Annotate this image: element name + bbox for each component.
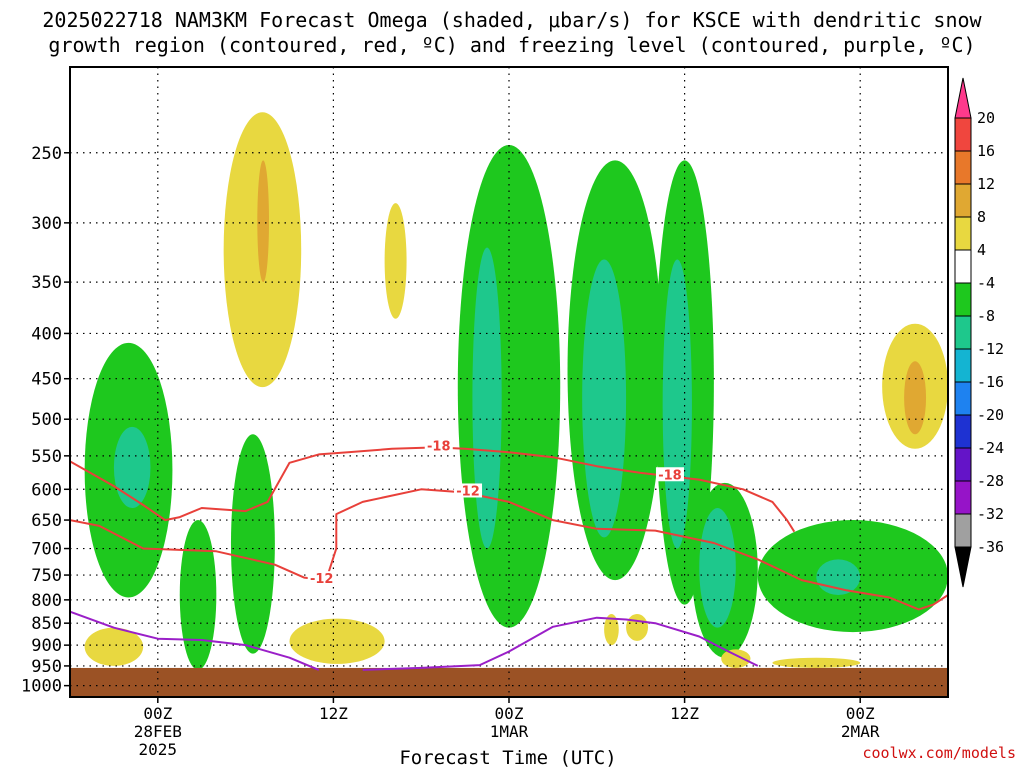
colorbar-label: -36 — [977, 538, 1004, 556]
colorbar-swatch — [954, 315, 972, 350]
colorbar-swatch — [954, 381, 972, 416]
omega-region — [230, 434, 275, 654]
y-tick-label: 400 — [31, 324, 62, 344]
omega-region — [604, 614, 619, 646]
y-axis-ticks: 2503003504004505005506006507007508008509… — [21, 144, 70, 697]
contour-label: -18 — [427, 439, 451, 454]
colorbar-swatch — [954, 414, 972, 449]
omega-region — [816, 559, 861, 596]
omega-region — [582, 259, 627, 538]
colorbar-label: -24 — [977, 439, 1004, 457]
y-tick-label: 950 — [31, 657, 62, 677]
x-tick-label: 2025 — [139, 740, 178, 759]
credit-text: coolwx.com/models — [862, 744, 1016, 762]
contour-layer: -18 -18 -12 -12 — [70, 438, 948, 671]
y-tick-label: 700 — [31, 540, 62, 560]
x-tick-label: 00Z — [495, 704, 524, 723]
x-tick-label: 12Z — [319, 704, 348, 723]
omega-region — [113, 426, 151, 509]
contour-label-bg — [424, 438, 453, 453]
colorbar-label: 8 — [977, 208, 986, 226]
y-tick-label: 750 — [31, 566, 62, 586]
contour-label: -12 — [456, 484, 480, 499]
omega-region — [179, 520, 217, 670]
chart-title-line-2: growth region (contoured, red, ºC) and f… — [48, 33, 975, 57]
y-tick-label: 600 — [31, 480, 62, 500]
colorbar-label: 20 — [977, 109, 995, 127]
y-tick-label: 800 — [31, 591, 62, 611]
colorbar-label: -8 — [977, 307, 995, 325]
grid-layer — [70, 67, 948, 697]
colorbar: 20 16 12 8 4 -4 -8 -12 -16 -20 -24 -28 -32 -36 — [954, 77, 1004, 588]
x-tick-label: 28FEB — [134, 722, 182, 741]
omega-region — [289, 618, 385, 664]
contour-label-bg — [307, 571, 336, 586]
colorbar-label: -32 — [977, 505, 1004, 523]
y-tick-label: 450 — [31, 370, 62, 390]
x-axis-label: Forecast Time (UTC) — [399, 747, 616, 768]
omega-region — [904, 361, 927, 435]
colorbar-label: 12 — [977, 175, 995, 193]
contour-label: -12 — [310, 572, 334, 587]
colorbar-top-arrow — [954, 77, 972, 119]
y-tick-label: 550 — [31, 447, 62, 467]
dgz-contour-minus12 — [70, 488, 948, 611]
colorbar-bottom-arrow — [954, 546, 972, 588]
colorbar-swatch — [954, 447, 972, 482]
colorbar-label: -4 — [977, 274, 995, 292]
y-tick-label: 650 — [31, 511, 62, 531]
omega-region — [699, 508, 736, 628]
dgz-contour-minus18 — [70, 446, 796, 533]
colorbar-label: -28 — [977, 472, 1004, 490]
colorbar-swatch — [954, 348, 972, 383]
y-tick-label: 350 — [31, 273, 62, 293]
x-tick-label: 12Z — [670, 704, 699, 723]
y-tick-label: 250 — [31, 144, 62, 164]
colorbar-label: 16 — [977, 142, 995, 160]
x-tick-label: 00Z — [143, 704, 172, 723]
omega-region — [257, 160, 270, 283]
contour-label-bg — [655, 467, 684, 482]
x-tick-label: 2MAR — [841, 722, 880, 741]
colorbar-label: -16 — [977, 373, 1004, 391]
colorbar-swatch — [954, 282, 972, 317]
contour-label-bg — [454, 483, 483, 498]
y-tick-label: 900 — [31, 636, 62, 656]
colorbar-label: -20 — [977, 406, 1004, 424]
colorbar-label: 4 — [977, 241, 986, 259]
colorbar-swatch — [954, 216, 972, 251]
omega-region — [626, 614, 649, 641]
omega-region — [84, 627, 144, 666]
colorbar-swatch — [954, 150, 972, 185]
omega-shading-layer — [70, 112, 948, 697]
colorbar-label: -12 — [977, 340, 1004, 358]
freezing-level-contour — [70, 610, 320, 671]
plot-area: -18 -18 -12 -12 250 300 350 400 450 500 550 600 650… — [21, 66, 949, 759]
colorbar-swatch — [954, 249, 972, 284]
y-tick-label: 850 — [31, 614, 62, 634]
colorbar-swatch — [954, 117, 972, 152]
omega-region — [662, 259, 692, 549]
y-tick-label: 500 — [31, 410, 62, 430]
omega-region — [721, 649, 751, 668]
omega-region — [384, 203, 407, 319]
x-tick-label: 1MAR — [490, 722, 529, 741]
chart-title-line-1: 2025022718 NAM3KM Forecast Omega (shaded… — [42, 8, 982, 32]
colorbar-swatch — [954, 513, 972, 548]
y-tick-label: 300 — [31, 214, 62, 234]
contour-label: -18 — [658, 468, 682, 483]
omega-region — [472, 247, 502, 549]
freezing-level-contour — [362, 616, 759, 671]
x-tick-label: 00Z — [846, 704, 875, 723]
colorbar-swatch — [954, 183, 972, 218]
y-tick-label: 1000 — [21, 677, 62, 697]
colorbar-swatch — [954, 480, 972, 515]
